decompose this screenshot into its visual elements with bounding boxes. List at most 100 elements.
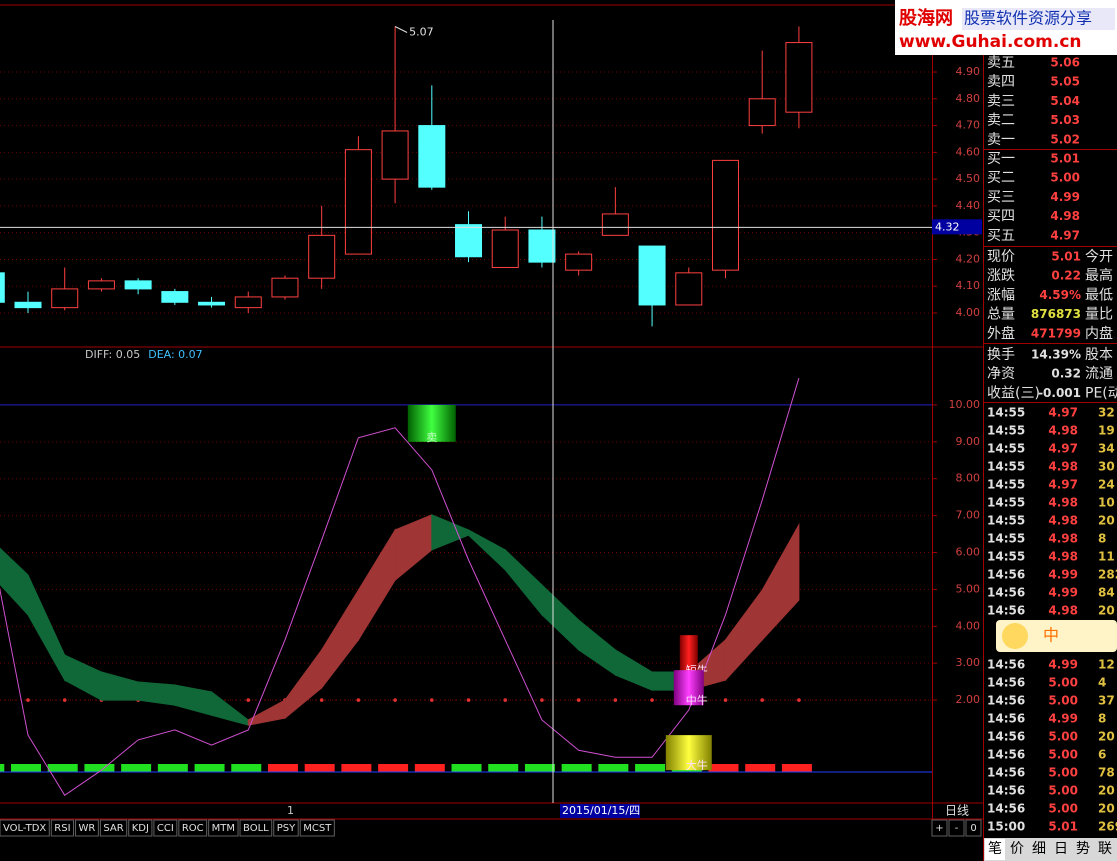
tab-button[interactable]: +: [935, 823, 943, 834]
candle-body: [51, 288, 79, 309]
ime-mode[interactable]: 中: [1043, 626, 1059, 645]
ref-dot: [62, 698, 67, 702]
trade-time: 14:56: [987, 730, 1025, 744]
signal-strip: [414, 764, 445, 772]
indicator-line: [0, 377, 800, 796]
book-label: 卖一: [987, 132, 1015, 148]
high-label: 5.07: [409, 26, 434, 39]
y-tick-label: 4.60: [956, 145, 981, 158]
tab-button[interactable]: -: [955, 823, 959, 834]
signal-label: 中牛: [686, 693, 708, 707]
stat-value: 876873: [1031, 307, 1081, 321]
book-label: 买三: [987, 189, 1015, 205]
x-period: 日线: [945, 804, 969, 818]
band-segment: [64, 654, 102, 701]
trade-time: 14:56: [987, 586, 1025, 600]
candle-body: [0, 272, 5, 303]
indicator-tab[interactable]: VOL-TDX: [3, 823, 46, 834]
high-pointer: [394, 26, 408, 33]
signal-label: 大牛: [686, 758, 708, 772]
stat-value: 4.59%: [1039, 288, 1081, 302]
indicator-tab[interactable]: BOLL: [243, 823, 269, 834]
panel-tab[interactable]: 笔: [988, 841, 1002, 857]
band-segment: [321, 588, 359, 690]
band-segment: [724, 588, 763, 682]
logo-slogan: 股票软件资源分享: [964, 9, 1092, 28]
stat-value: 471799: [1031, 326, 1081, 340]
panel-tab[interactable]: 价: [1010, 841, 1024, 857]
band-segment: [174, 684, 213, 716]
indicator-tab[interactable]: CCI: [157, 823, 174, 834]
indicator-tab[interactable]: SAR: [103, 823, 123, 834]
tab-frame: [208, 819, 239, 837]
candle-body: [198, 301, 226, 306]
signal-label: 卖: [426, 431, 437, 444]
trade-time: 14:55: [987, 442, 1025, 456]
trade-time: 14:55: [987, 406, 1025, 420]
trade-time: 14:55: [987, 532, 1025, 546]
indicator-tab[interactable]: MTM: [212, 823, 235, 834]
y-tick-label: 7.00: [956, 509, 981, 522]
signal-strip: [267, 764, 298, 772]
band-segment: [211, 690, 249, 726]
indicator-tab[interactable]: MCST: [303, 823, 332, 834]
book-label: 卖四: [987, 74, 1015, 90]
indicator-tab[interactable]: RSI: [54, 823, 70, 834]
indicator-tab[interactable]: ROC: [182, 823, 204, 834]
trade-time: 14:56: [987, 604, 1025, 618]
band-segment: [541, 583, 580, 652]
stat-value: 14.39%: [1031, 348, 1081, 362]
signal-strip: [708, 764, 739, 772]
panel-tab[interactable]: 细: [1032, 841, 1046, 857]
ref-dot: [650, 698, 654, 702]
signal-strip: [84, 764, 115, 772]
panel-tab[interactable]: 势: [1076, 841, 1090, 857]
y-tick-label: 4.90: [956, 65, 981, 78]
ref-dot: [319, 698, 324, 702]
trade-price: 5.00: [1048, 802, 1078, 816]
y-tick-label: 4.70: [956, 119, 981, 132]
x-date: 2015/01/15/四: [562, 804, 640, 817]
indicator-tab[interactable]: KDJ: [132, 823, 149, 834]
tab-button-frame: [965, 819, 982, 837]
trade-time: 14:55: [987, 496, 1025, 510]
trade-time: 14:56: [987, 712, 1025, 726]
trade-volume: 32: [1098, 406, 1115, 420]
candle-body: [14, 301, 42, 309]
panel-tab[interactable]: 联: [1098, 841, 1112, 857]
candle-body: [234, 296, 262, 309]
book-price: 5.01: [1050, 152, 1080, 166]
trade-price: 5.00: [1048, 676, 1078, 690]
signal-strip: [341, 764, 372, 772]
candle-body: [491, 229, 519, 268]
signal-block: [407, 404, 456, 442]
book-price: 5.02: [1050, 132, 1080, 146]
trade-volume: 20: [1098, 784, 1115, 798]
indicator-tab[interactable]: PSY: [277, 823, 296, 834]
trade-time: 14:55: [987, 550, 1025, 564]
signal-strip: [745, 764, 776, 772]
trade-price: 4.98: [1048, 604, 1078, 618]
candle-body: [638, 245, 666, 306]
x-start: 1: [287, 804, 294, 817]
y-tick-label: 6.00: [956, 545, 981, 558]
band-segment: [137, 681, 176, 706]
trade-volume: 34: [1098, 442, 1115, 456]
signal-strip: [488, 764, 519, 772]
legend-entry: DEA: 0.07: [148, 348, 202, 361]
logo-name: 股海网: [898, 7, 953, 29]
signal-strip: [157, 764, 188, 772]
trade-volume: 78: [1098, 766, 1115, 780]
logo-url: www.Guhai.com.cn: [899, 32, 1082, 52]
indicator-tab[interactable]: WR: [79, 823, 96, 834]
trade-price: 4.99: [1048, 658, 1078, 672]
trade-price: 4.98: [1048, 424, 1078, 438]
candle-body: [601, 213, 629, 236]
signal-strip: [0, 764, 5, 772]
y-tick-label: 4.40: [956, 199, 981, 212]
tab-button[interactable]: 0: [970, 823, 976, 834]
signal-strip: [378, 764, 409, 772]
panel-tab[interactable]: 日: [1054, 841, 1068, 857]
trade-volume: 20: [1098, 604, 1115, 618]
stat-label: 现价: [987, 249, 1015, 265]
